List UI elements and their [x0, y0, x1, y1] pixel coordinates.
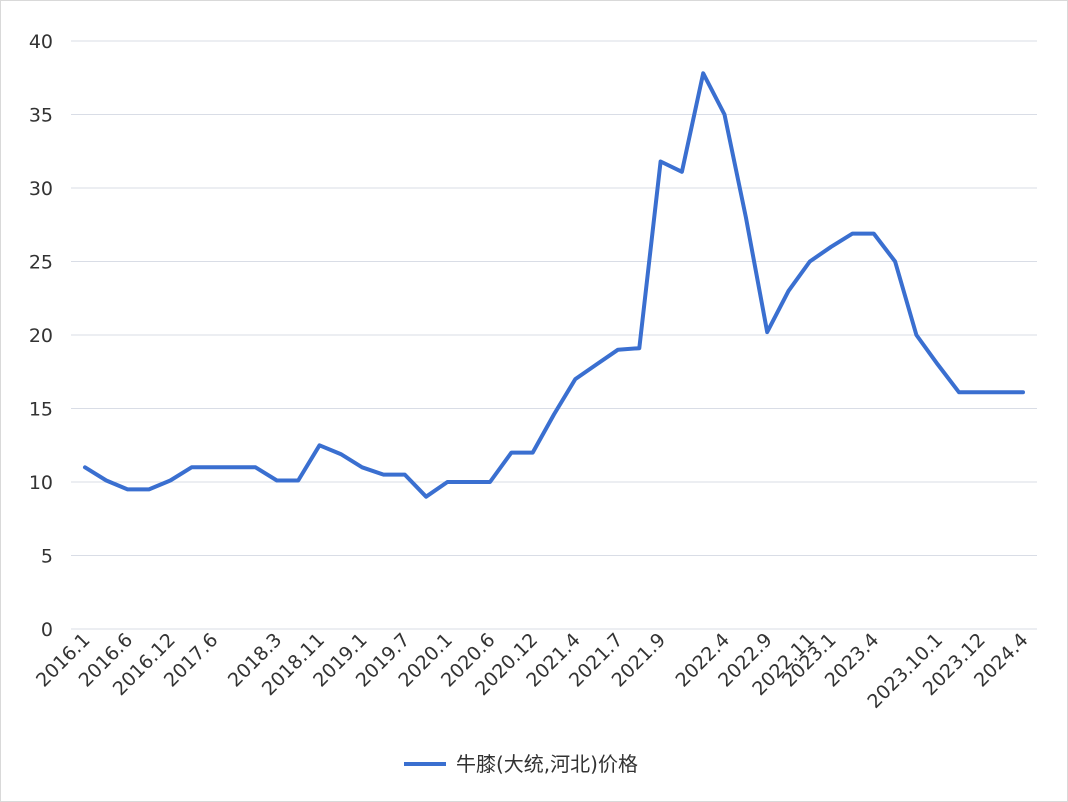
y-tick-label: 0 [41, 619, 53, 641]
y-tick-label: 40 [29, 31, 53, 53]
series-line [83, 71, 1025, 499]
y-tick-label: 5 [41, 546, 53, 568]
y-tick-label: 10 [29, 472, 53, 494]
series-lines [83, 71, 1025, 499]
y-tick-label: 25 [29, 252, 53, 274]
legend-label: 牛膝(大统,河北)价格 [456, 752, 638, 776]
y-tick-label: 15 [29, 399, 53, 421]
y-axis-tick-labels: 0 5 10 15 20 25 30 35 40 [29, 31, 53, 641]
y-tick-label: 35 [29, 105, 53, 127]
y-tick-label: 30 [29, 178, 53, 200]
y-tick-label: 20 [29, 325, 53, 347]
gridlines [71, 40, 1037, 630]
legend: 牛膝(大统,河北)价格 [404, 752, 638, 776]
